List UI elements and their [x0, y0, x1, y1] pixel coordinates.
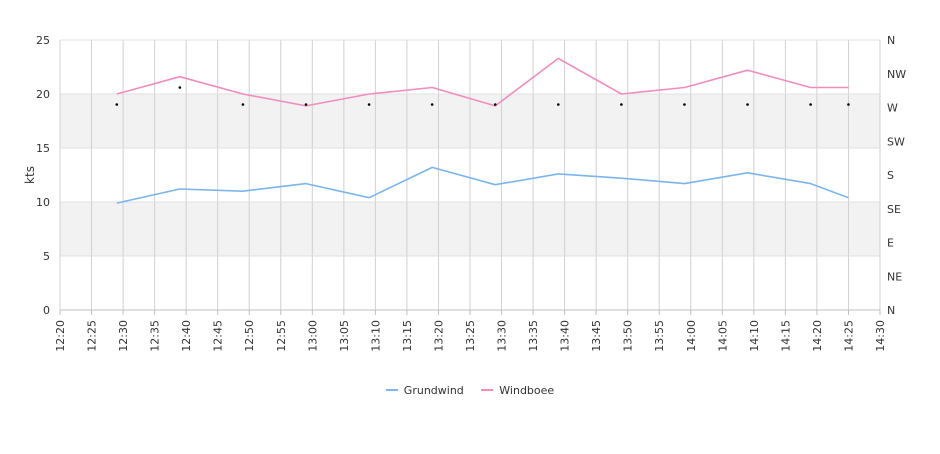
direction-marker: [304, 103, 308, 106]
direction-axis-label: NE: [887, 270, 902, 283]
x-tick-label: 13:50: [622, 320, 635, 352]
direction-marker: [367, 103, 371, 106]
x-tick-label: 14:25: [842, 320, 855, 352]
x-tick-label: 13:35: [527, 320, 540, 352]
direction-axis-label: S: [887, 169, 894, 182]
y-tick-label: 5: [43, 250, 50, 263]
series-line-windboee: [116, 57, 849, 107]
x-tick-label: 13:20: [432, 320, 445, 352]
legend-swatch-windboee: [481, 389, 494, 391]
x-tick-label: 12:30: [117, 320, 130, 352]
legend-label-windboee: Windboee: [499, 384, 555, 397]
direction-marker: [115, 103, 119, 106]
x-tick-label: 14:15: [779, 320, 792, 352]
x-tick-label: 12:20: [54, 320, 67, 352]
direction-marker: [683, 103, 686, 106]
direction-axis-label: SW: [887, 135, 905, 148]
direction-axis-label: N: [887, 304, 895, 317]
direction-axis-label: SE: [887, 203, 901, 216]
x-tick-label: 13:05: [338, 320, 351, 352]
y-tick-label: 10: [36, 196, 50, 209]
x-tick-label: 14:20: [811, 320, 824, 352]
x-tick-label: 13:10: [369, 320, 382, 352]
y-tick-label: 25: [36, 34, 50, 47]
x-tick-label: 14:10: [748, 320, 761, 352]
x-tick-label: 13:15: [401, 320, 414, 352]
y-tick-label: 15: [36, 142, 50, 155]
y-tick-label: 0: [43, 304, 50, 317]
legend-swatch-grundwind: [385, 389, 398, 391]
x-tick-label: 12:45: [212, 320, 225, 352]
direction-marker: [809, 103, 812, 106]
direction-marker: [746, 103, 749, 106]
direction-marker: [847, 103, 850, 106]
series-line-grundwind: [116, 166, 849, 204]
x-tick-label: 13:40: [559, 320, 572, 352]
direction-axis-label: NW: [887, 68, 906, 81]
direction-marker: [178, 86, 182, 89]
y-axis-title: kts: [23, 166, 37, 184]
x-tick-label: 13:30: [496, 320, 509, 352]
direction-marker: [493, 103, 497, 106]
direction-axis-label: N: [887, 34, 895, 47]
x-tick-label: 13:45: [590, 320, 603, 352]
x-tick-label: 13:00: [306, 320, 319, 352]
legend-label-grundwind: Grundwind: [403, 384, 464, 397]
x-tick-label: 14:05: [716, 320, 729, 352]
y-tick-label: 20: [36, 88, 50, 101]
legend-item-windboee[interactable]: Windboee: [481, 384, 554, 397]
direction-axis-label: E: [887, 237, 894, 250]
x-tick-label: 14:30: [874, 320, 887, 352]
legend: Grundwind Windboee: [0, 384, 940, 397]
x-tick-label: 13:55: [653, 320, 666, 352]
direction-marker: [430, 103, 434, 106]
x-tick-label: 13:25: [464, 320, 477, 352]
legend-item-grundwind[interactable]: Grundwind: [385, 384, 464, 397]
x-tick-label: 12:50: [243, 320, 256, 352]
x-tick-label: 14:00: [685, 320, 698, 352]
x-tick-label: 12:40: [180, 320, 193, 352]
x-tick-label: 12:55: [275, 320, 288, 352]
direction-marker: [620, 103, 623, 106]
x-tick-label: 12:35: [149, 320, 162, 352]
direction-axis-label: W: [887, 102, 898, 115]
direction-marker: [241, 103, 245, 106]
x-tick-label: 12:25: [86, 320, 99, 352]
direction-marker: [557, 103, 560, 106]
